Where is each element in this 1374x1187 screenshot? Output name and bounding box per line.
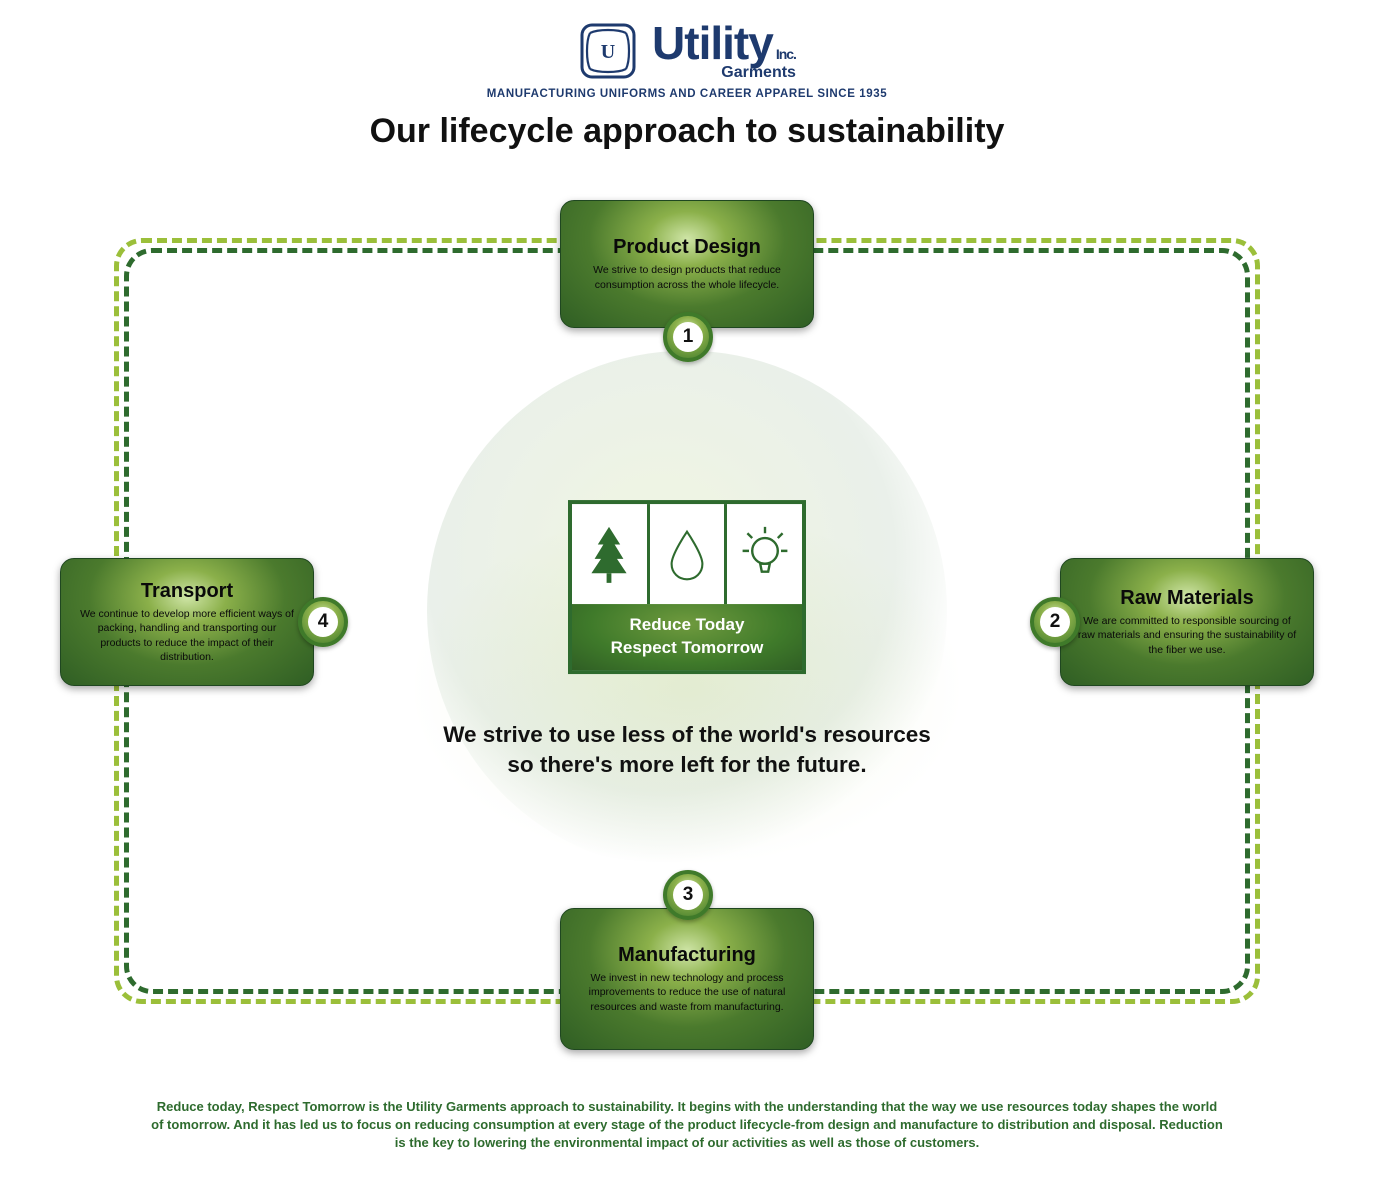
node-body: We continue to develop more efficient wa… [77, 607, 297, 664]
node-title: Raw Materials [1120, 587, 1253, 610]
page-title: Our lifecycle approach to sustainability [0, 112, 1374, 151]
node-body: We are committed to responsible sourcing… [1077, 614, 1297, 657]
node-product-design: Product Design We strive to design produ… [560, 200, 814, 328]
lightbulb-icon [727, 504, 802, 604]
header: U UtilityInc. Garments MANUFACTURING UNI… [0, 0, 1374, 151]
center-icon-row [572, 504, 802, 604]
brand-subname: Garments [721, 64, 796, 82]
brand-suffix: Inc. [776, 46, 796, 62]
svg-text:U: U [601, 41, 615, 63]
brand-logo: U UtilityInc. Garments [0, 20, 1374, 82]
tree-icon [572, 504, 650, 604]
center-caption: Reduce Today Respect Tomorrow [572, 604, 802, 670]
node-transport: Transport We continue to develop more ef… [60, 558, 314, 686]
brand-logo-mark: U [578, 21, 638, 81]
node-title: Product Design [613, 236, 761, 259]
badge-number: 2 [1040, 607, 1070, 637]
brand-logo-text: UtilityInc. Garments [652, 20, 796, 82]
badge-2: 2 [1030, 597, 1080, 647]
node-manufacturing: Manufacturing We invest in new technolog… [560, 908, 814, 1050]
node-title: Transport [141, 580, 233, 603]
center-caption-line2: Respect Tomorrow [580, 637, 794, 660]
mission-statement: We strive to use less of the world's res… [337, 720, 1037, 781]
badge-number: 4 [308, 607, 338, 637]
footer-description: Reduce today, Respect Tomorrow is the Ut… [0, 1098, 1374, 1153]
brand-name: Utility [652, 17, 773, 69]
center-panel: Reduce Today Respect Tomorrow [568, 500, 806, 674]
lifecycle-diagram: Product Design We strive to design produ… [60, 200, 1314, 1042]
node-title: Manufacturing [618, 944, 756, 967]
badge-number: 3 [673, 880, 703, 910]
brand-tagline: MANUFACTURING UNIFORMS AND CAREER APPARE… [0, 88, 1374, 100]
badge-4: 4 [298, 597, 348, 647]
mission-line1: We strive to use less of the world's res… [337, 720, 1037, 750]
node-body: We invest in new technology and process … [577, 971, 797, 1014]
center-caption-line1: Reduce Today [580, 614, 794, 637]
badge-3: 3 [663, 870, 713, 920]
node-raw-materials: Raw Materials We are committed to respon… [1060, 558, 1314, 686]
badge-1: 1 [663, 312, 713, 362]
node-body: We strive to design products that reduce… [577, 263, 797, 291]
mission-line2: so there's more left for the future. [337, 750, 1037, 780]
badge-number: 1 [673, 322, 703, 352]
water-drop-icon [650, 504, 728, 604]
